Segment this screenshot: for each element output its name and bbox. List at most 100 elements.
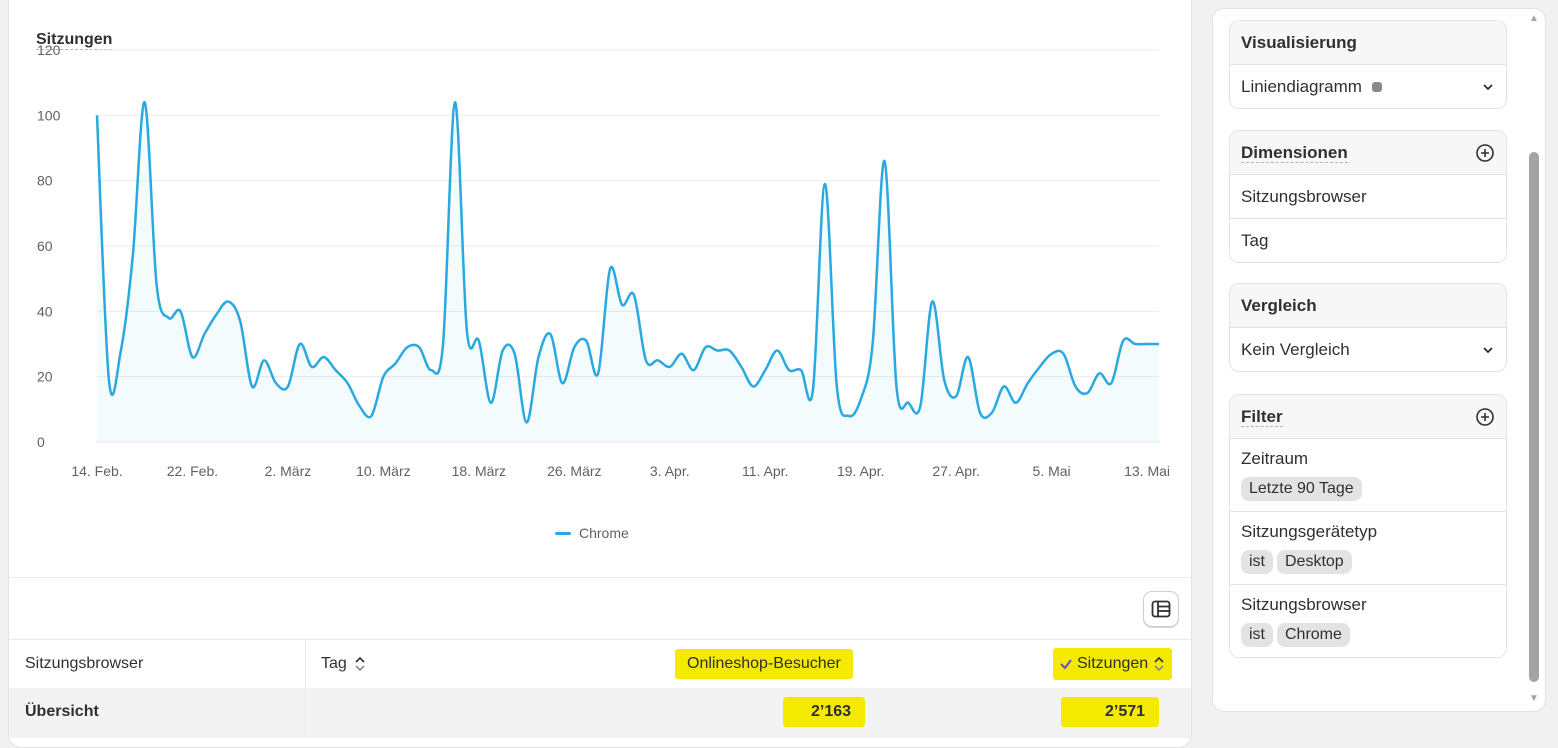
data-point[interactable]	[703, 344, 709, 350]
data-point[interactable]	[571, 344, 577, 350]
add-dimension-icon[interactable]	[1475, 143, 1495, 163]
data-point[interactable]	[750, 383, 756, 389]
data-point[interactable]	[655, 357, 661, 363]
data-point[interactable]	[464, 328, 470, 334]
data-point[interactable]	[1025, 380, 1031, 386]
data-point[interactable]	[166, 315, 172, 321]
data-point[interactable]	[94, 112, 100, 118]
data-point[interactable]	[309, 364, 315, 370]
chart-title[interactable]: Sitzungen	[36, 31, 113, 50]
scroll-up-icon[interactable]: ▲	[1529, 13, 1539, 24]
data-point[interactable]	[667, 364, 673, 370]
data-point[interactable]	[512, 351, 518, 357]
data-point[interactable]	[547, 331, 553, 337]
data-point[interactable]	[213, 312, 219, 318]
data-point[interactable]	[846, 413, 852, 419]
data-point[interactable]	[380, 374, 386, 380]
data-point[interactable]	[189, 354, 195, 360]
column-header-sitzungen[interactable]: Sitzungen	[1053, 640, 1173, 688]
data-point[interactable]	[1120, 338, 1126, 344]
data-point[interactable]	[929, 299, 935, 305]
data-point[interactable]	[738, 364, 744, 370]
data-point[interactable]	[249, 383, 255, 389]
data-point[interactable]	[559, 380, 565, 386]
data-point[interactable]	[201, 331, 207, 337]
data-point[interactable]	[619, 302, 625, 308]
data-point[interactable]	[726, 348, 732, 354]
data-point[interactable]	[1061, 351, 1067, 357]
data-point[interactable]	[965, 354, 971, 360]
data-point[interactable]	[345, 380, 351, 386]
data-point[interactable]	[1072, 383, 1078, 389]
data-point[interactable]	[631, 292, 637, 298]
data-point[interactable]	[893, 383, 899, 389]
data-point[interactable]	[273, 380, 279, 386]
chart-legend[interactable]: Chrome	[555, 525, 629, 541]
data-point[interactable]	[524, 419, 530, 425]
data-point[interactable]	[333, 367, 339, 373]
data-point[interactable]	[416, 344, 422, 350]
data-point[interactable]	[1049, 351, 1055, 357]
data-point[interactable]	[500, 348, 506, 354]
column-header-sitzungsbrowser[interactable]: Sitzungsbrowser	[25, 655, 144, 672]
data-point[interactable]	[834, 383, 840, 389]
data-point[interactable]	[870, 341, 876, 347]
visualization-select[interactable]: Liniendiagramm	[1230, 65, 1506, 108]
data-point[interactable]	[536, 354, 542, 360]
data-point[interactable]	[1132, 341, 1138, 347]
data-point[interactable]	[1013, 400, 1019, 406]
series-line-chrome[interactable]	[95, 101, 1159, 424]
data-point[interactable]	[822, 181, 828, 187]
data-point[interactable]	[154, 282, 160, 288]
data-point[interactable]	[1108, 380, 1114, 386]
data-point[interactable]	[488, 400, 494, 406]
data-point[interactable]	[357, 403, 363, 409]
data-point[interactable]	[691, 367, 697, 373]
data-point[interactable]	[404, 344, 410, 350]
data-point[interactable]	[130, 253, 136, 259]
data-point[interactable]	[237, 318, 243, 324]
dimension-item-tag[interactable]: Tag	[1241, 230, 1269, 250]
data-point[interactable]	[810, 387, 816, 393]
data-point[interactable]	[368, 413, 374, 419]
sidebar-scrollbar-thumb[interactable]	[1529, 152, 1539, 682]
scroll-down-icon[interactable]: ▼	[1529, 693, 1539, 704]
filter-item-sitzungsgeraetetyp[interactable]: Sitzungsgerätetyp ist Desktop	[1230, 512, 1506, 585]
data-point[interactable]	[476, 338, 482, 344]
data-point[interactable]	[989, 410, 995, 416]
dimensions-title[interactable]: Dimensionen	[1241, 142, 1348, 163]
data-point[interactable]	[106, 377, 112, 383]
filter-title[interactable]: Filter	[1241, 406, 1283, 427]
data-point[interactable]	[977, 410, 983, 416]
data-point[interactable]	[643, 357, 649, 363]
data-point[interactable]	[679, 351, 685, 357]
data-point[interactable]	[297, 341, 303, 347]
data-point[interactable]	[261, 357, 267, 363]
data-point[interactable]	[774, 348, 780, 354]
dimension-item-sitzungsbrowser[interactable]: Sitzungsbrowser	[1230, 175, 1506, 219]
data-point[interactable]	[917, 403, 923, 409]
data-point[interactable]	[1096, 370, 1102, 376]
data-point[interactable]	[882, 158, 888, 164]
data-point[interactable]	[452, 99, 458, 105]
column-header-onlineshop-besucher[interactable]: Onlineshop-Besucher	[675, 640, 853, 688]
data-point[interactable]	[786, 367, 792, 373]
data-point[interactable]	[583, 338, 589, 344]
filter-item-sitzungsbrowser[interactable]: Sitzungsbrowser ist Chrome	[1230, 585, 1506, 657]
data-point[interactable]	[1144, 341, 1150, 347]
add-filter-icon[interactable]	[1475, 407, 1495, 427]
data-point[interactable]	[440, 341, 446, 347]
data-point[interactable]	[142, 99, 148, 105]
data-point[interactable]	[798, 367, 804, 373]
filter-item-zeitraum[interactable]: Zeitraum Letzte 90 Tage	[1230, 439, 1506, 512]
data-point[interactable]	[225, 299, 231, 305]
data-point[interactable]	[285, 383, 291, 389]
data-point[interactable]	[607, 266, 613, 272]
comparison-select[interactable]: Kein Vergleich	[1230, 328, 1506, 371]
data-point[interactable]	[1156, 341, 1162, 347]
data-point[interactable]	[428, 367, 434, 373]
data-point[interactable]	[392, 361, 398, 367]
data-point[interactable]	[905, 400, 911, 406]
data-point[interactable]	[118, 348, 124, 354]
data-point[interactable]	[1084, 390, 1090, 396]
